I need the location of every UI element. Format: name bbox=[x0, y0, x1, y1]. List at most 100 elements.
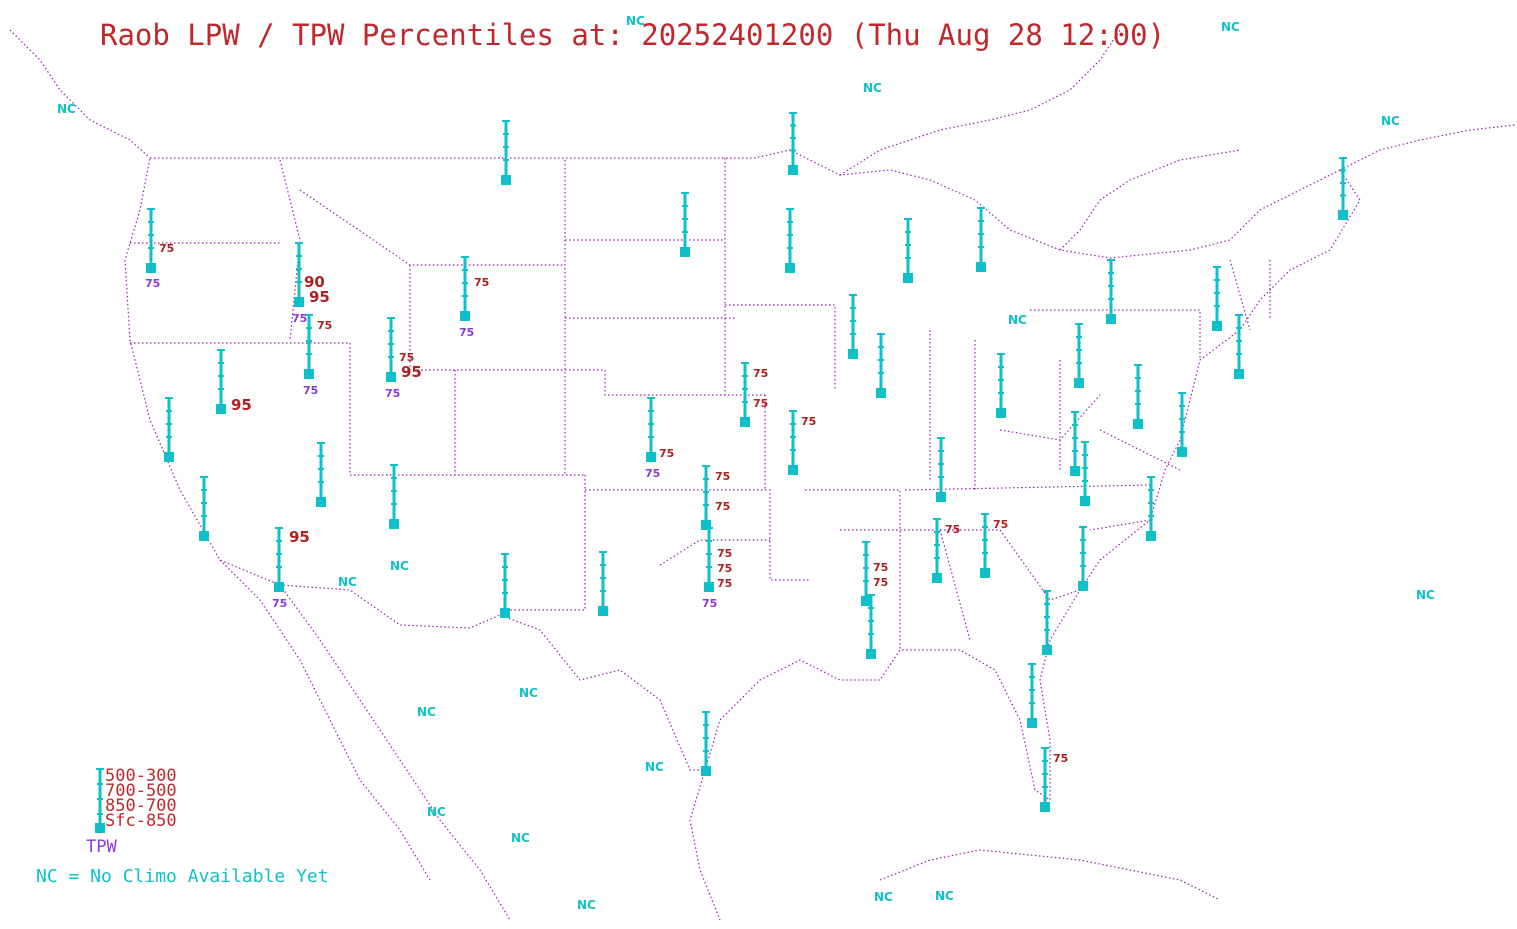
percentile-label: 75 bbox=[801, 415, 817, 428]
station-marker bbox=[1106, 314, 1116, 324]
nc-marker: NC bbox=[511, 831, 530, 845]
station-marker bbox=[866, 649, 876, 659]
page-title: Raob LPW / TPW Percentiles at: 202524012… bbox=[100, 18, 1166, 52]
station-marker bbox=[936, 492, 946, 502]
station-marker bbox=[646, 452, 656, 462]
percentile-label: 75 bbox=[873, 561, 889, 574]
station-marker bbox=[680, 247, 690, 257]
station-marker bbox=[1040, 802, 1050, 812]
station-glyph bbox=[1146, 476, 1156, 541]
nc-marker: NC bbox=[1221, 20, 1240, 34]
state-borders bbox=[9, 29, 1516, 921]
station-glyph bbox=[903, 218, 913, 283]
station-glyph bbox=[740, 362, 750, 427]
station-glyph bbox=[701, 465, 711, 530]
nc-marker: NC bbox=[338, 575, 357, 589]
station-glyph bbox=[1338, 157, 1348, 220]
percentile-label: 75 bbox=[993, 518, 1009, 531]
station-glyph bbox=[701, 711, 711, 776]
legend-layer-700-500: 700-500 bbox=[105, 781, 177, 801]
station-marker bbox=[501, 175, 511, 185]
tpw-percentile-label: 75 bbox=[702, 597, 718, 610]
station-glyph bbox=[1027, 663, 1037, 728]
legend-layer-500-300: 500-300 bbox=[105, 766, 177, 786]
station-marker bbox=[146, 263, 156, 273]
nc-marker: NC bbox=[390, 559, 409, 573]
nc-marker: NC bbox=[1416, 588, 1435, 602]
nc-marker: NC bbox=[626, 14, 645, 28]
station-marker bbox=[1338, 210, 1348, 220]
station-glyph bbox=[274, 527, 284, 592]
nc-marker: NC bbox=[645, 760, 664, 774]
nc-marker: NC bbox=[519, 686, 538, 700]
station-marker bbox=[316, 497, 326, 507]
station-glyph bbox=[304, 314, 314, 379]
percentile-label: 75 bbox=[1053, 752, 1069, 765]
station-marker bbox=[304, 369, 314, 379]
percentile-label: 95 bbox=[401, 363, 422, 381]
percentile-label: 75 bbox=[474, 276, 490, 289]
station-glyph bbox=[1042, 590, 1052, 655]
station-marker bbox=[1146, 531, 1156, 541]
station-marker bbox=[389, 519, 399, 529]
station-marker bbox=[701, 766, 711, 776]
station-marker bbox=[1027, 718, 1037, 728]
station-marker bbox=[164, 452, 174, 462]
legend-layer-850-700: 850-700 bbox=[105, 796, 177, 816]
station-marker bbox=[701, 520, 711, 530]
tpw-percentile-label: 75 bbox=[385, 387, 401, 400]
station-glyph bbox=[500, 553, 510, 618]
station-marker bbox=[199, 531, 209, 541]
station-glyph bbox=[980, 513, 990, 578]
percentile-label: 95 bbox=[289, 528, 310, 546]
nc-marker: NC bbox=[417, 705, 436, 719]
percentile-label: 95 bbox=[309, 288, 330, 306]
nc-marker: NC bbox=[1381, 114, 1400, 128]
percentile-label: 75 bbox=[717, 577, 733, 590]
percentile-label: 90 bbox=[304, 273, 325, 291]
station-glyph bbox=[861, 541, 871, 606]
station-glyph bbox=[788, 112, 798, 175]
station-glyph bbox=[976, 207, 986, 272]
station-marker bbox=[500, 608, 510, 618]
station-marker bbox=[861, 596, 871, 606]
station-glyph bbox=[680, 192, 690, 257]
percentile-label: 75 bbox=[753, 397, 769, 410]
percentile-label: 75 bbox=[945, 523, 961, 536]
station-marker bbox=[1177, 447, 1187, 457]
station-marker bbox=[848, 349, 858, 359]
percentile-label: 75 bbox=[659, 447, 675, 460]
station-glyph bbox=[785, 208, 795, 273]
station-marker bbox=[1042, 645, 1052, 655]
station-marker bbox=[996, 408, 1006, 418]
percentile-label: 75 bbox=[317, 319, 333, 332]
percentile-label: 75 bbox=[715, 500, 731, 513]
station-glyph bbox=[788, 410, 798, 475]
station-marker bbox=[1080, 496, 1090, 506]
legend-nc-note: NC = No Climo Available Yet bbox=[36, 866, 329, 887]
station-glyph bbox=[146, 208, 156, 273]
station-marker bbox=[598, 606, 608, 616]
station-marker bbox=[876, 388, 886, 398]
station-glyph bbox=[932, 518, 942, 583]
station-glyph bbox=[1080, 441, 1090, 506]
station-glyph bbox=[876, 333, 886, 398]
tpw-percentile-label: 75 bbox=[645, 467, 661, 480]
station-glyph bbox=[294, 242, 304, 307]
station-glyph bbox=[501, 120, 511, 185]
nc-marker: NC bbox=[577, 898, 596, 912]
legend-tpw-label: TPW bbox=[86, 837, 117, 857]
station-glyph bbox=[1070, 411, 1080, 476]
nc-marker: NC bbox=[935, 889, 954, 903]
legend-glyph bbox=[95, 768, 105, 833]
station-marker bbox=[216, 404, 226, 414]
station-glyph bbox=[460, 256, 470, 321]
nc-marker: NC bbox=[1008, 313, 1027, 327]
station-glyph bbox=[1177, 392, 1187, 457]
station-glyph bbox=[848, 294, 858, 359]
station-marker bbox=[386, 372, 396, 382]
station-glyph bbox=[389, 464, 399, 529]
legend-layer-sfc-850: Sfc-850 bbox=[105, 811, 177, 831]
station-marker bbox=[785, 263, 795, 273]
station-glyph bbox=[199, 476, 209, 541]
